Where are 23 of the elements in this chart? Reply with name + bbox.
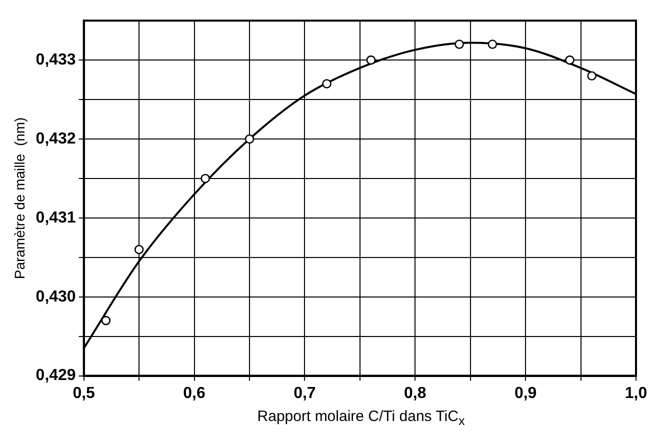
y-tick-label: 0,433 (36, 51, 76, 68)
point (244, 134, 254, 144)
x-tick-label: 1,0 (624, 384, 648, 402)
point (488, 40, 498, 49)
x-tick-label: 0,8 (404, 384, 426, 402)
y-tick-label: 0,431 (36, 209, 76, 226)
y-tick-label: 0,429 (36, 367, 76, 384)
point (366, 55, 376, 65)
y-tick-label: 0,430 (36, 288, 76, 306)
point (454, 40, 464, 49)
x-axis-title: Rapport molaire C/Ti dans TiC$_{x}$ (256, 408, 466, 428)
y-axis-title: Paramètre de maille (nm) (11, 117, 28, 280)
point (134, 244, 144, 254)
point (587, 71, 596, 81)
x-tick-label: 0,5 (72, 384, 96, 402)
point (565, 55, 574, 65)
point (322, 79, 332, 88)
point (200, 174, 210, 184)
x-tick-label: 0,6 (183, 384, 206, 402)
x-tick-label: 0,7 (294, 384, 316, 402)
point (101, 316, 111, 326)
y-tick-label: 0,432 (36, 130, 76, 148)
x-tick-label: 0,9 (514, 384, 537, 402)
